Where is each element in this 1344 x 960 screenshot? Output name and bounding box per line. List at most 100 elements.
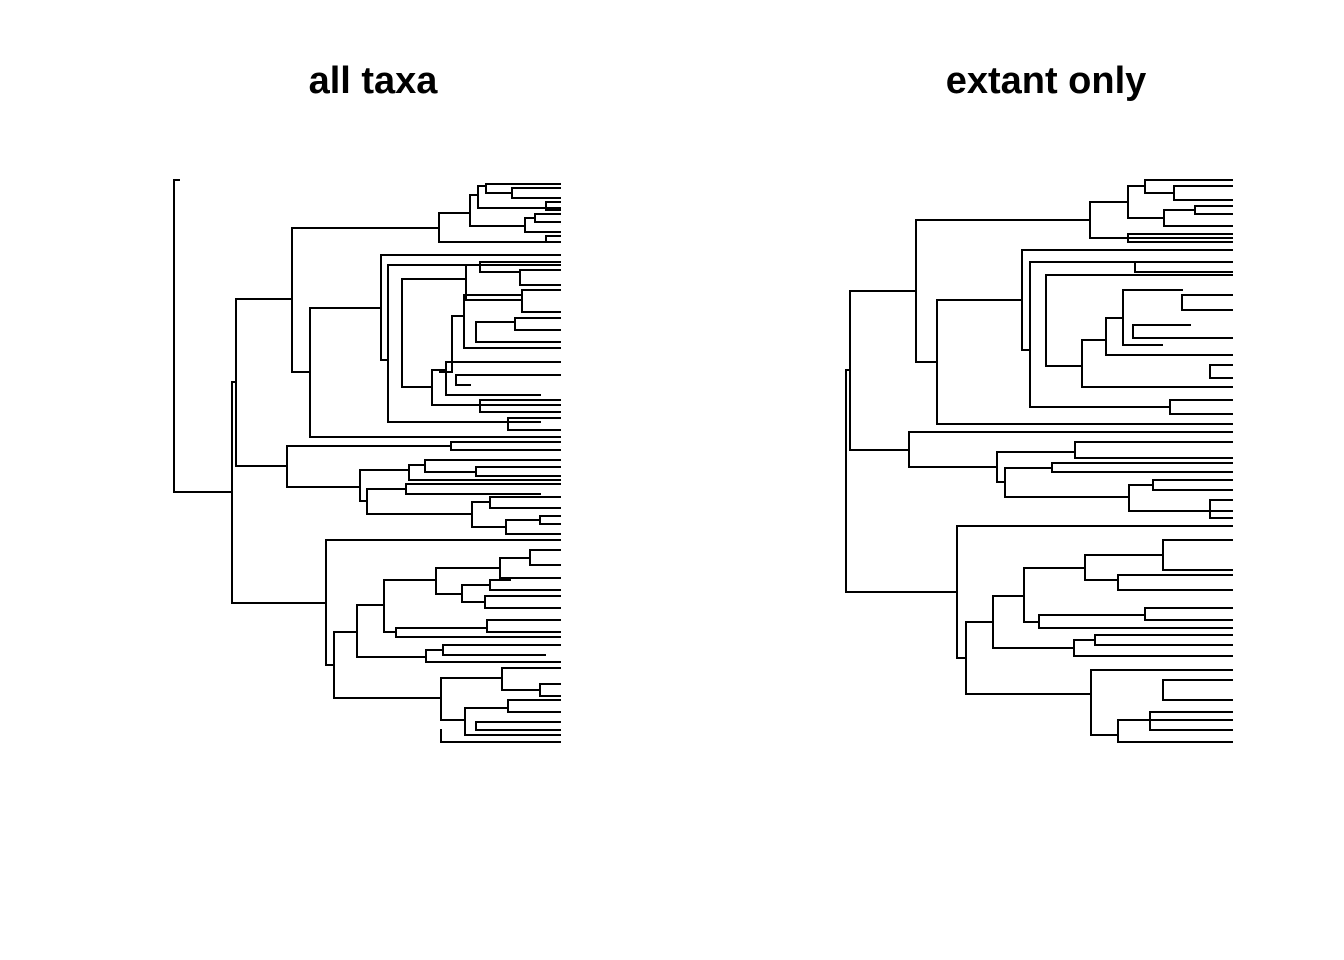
branch (383, 579, 437, 633)
branch (231, 381, 327, 604)
branch (359, 469, 410, 502)
branch (1094, 634, 1233, 646)
branch (1090, 669, 1233, 736)
branch (408, 464, 561, 481)
branch (435, 567, 501, 595)
branch (450, 441, 561, 451)
branch (501, 667, 561, 691)
branch (425, 649, 561, 663)
branch (1029, 261, 1171, 408)
branch (1045, 274, 1233, 367)
branch (380, 254, 561, 361)
branch (333, 631, 442, 699)
branch (440, 729, 561, 743)
branch (996, 451, 1076, 483)
branch (1117, 719, 1233, 743)
branch (445, 361, 561, 396)
branch (489, 496, 561, 509)
branch (401, 278, 467, 388)
branch (484, 595, 561, 609)
branch (235, 298, 293, 467)
branch (1163, 209, 1233, 227)
branch (455, 374, 561, 386)
branch (505, 519, 561, 535)
branch (475, 721, 561, 731)
branch (424, 459, 561, 473)
branch (908, 431, 1233, 468)
branch (1117, 574, 1233, 591)
tree-all-taxa (173, 179, 561, 743)
branch (1004, 467, 1130, 498)
branch (1209, 499, 1233, 519)
branch (405, 483, 561, 495)
branch (1134, 261, 1233, 273)
branch (442, 644, 561, 656)
branch (469, 194, 526, 227)
branch (1074, 441, 1233, 459)
branch (1144, 179, 1233, 194)
branch (1073, 639, 1233, 657)
branch (438, 212, 561, 243)
branch (173, 179, 233, 493)
branch (539, 515, 561, 525)
branch (1162, 539, 1233, 571)
branch (1051, 462, 1233, 473)
branch (965, 621, 1092, 695)
branch (521, 289, 561, 313)
branch (524, 217, 561, 233)
branch (1089, 201, 1233, 239)
branch (475, 466, 561, 477)
branch (1084, 554, 1164, 581)
branch (511, 187, 561, 199)
branch (1149, 711, 1233, 731)
branch (1105, 317, 1233, 356)
branch (387, 264, 541, 423)
branch (936, 299, 1233, 425)
branch (309, 307, 561, 438)
branch (325, 539, 561, 666)
branch (1209, 364, 1233, 379)
branch (529, 549, 561, 566)
branch (1162, 679, 1233, 701)
branch (545, 235, 561, 243)
branch (464, 707, 561, 736)
branch (1122, 289, 1183, 346)
branch (439, 315, 465, 373)
branch (1081, 339, 1233, 388)
branch (286, 445, 452, 488)
branch (1173, 185, 1233, 201)
branch (1128, 484, 1233, 512)
tree-extant-only (845, 179, 1233, 743)
branch (1144, 607, 1233, 621)
branch (461, 584, 491, 603)
panel-extant-only: extant only (845, 60, 1233, 743)
branch (1127, 185, 1165, 219)
branch (1023, 567, 1086, 623)
branch (845, 369, 958, 593)
branch (395, 627, 561, 638)
branch (479, 261, 561, 273)
branch (463, 294, 561, 349)
branch (1021, 249, 1233, 351)
panel-all-taxa: all taxa (173, 60, 561, 743)
branch (489, 579, 561, 591)
branch (356, 604, 427, 658)
branch (849, 290, 917, 451)
branch (1038, 614, 1233, 629)
branch (507, 417, 561, 431)
panel-title-extant-only: extant only (946, 60, 1147, 102)
branch (514, 317, 561, 331)
branch (479, 399, 561, 413)
branch (956, 525, 1233, 659)
branch (1132, 324, 1233, 339)
branch (539, 683, 561, 697)
branch (485, 183, 561, 194)
branch (475, 321, 561, 343)
branch (431, 369, 561, 406)
panel-title-all-taxa: all taxa (309, 60, 439, 102)
branch (1194, 205, 1233, 215)
branch (486, 619, 561, 633)
branch (519, 269, 561, 286)
branch (1169, 399, 1233, 415)
